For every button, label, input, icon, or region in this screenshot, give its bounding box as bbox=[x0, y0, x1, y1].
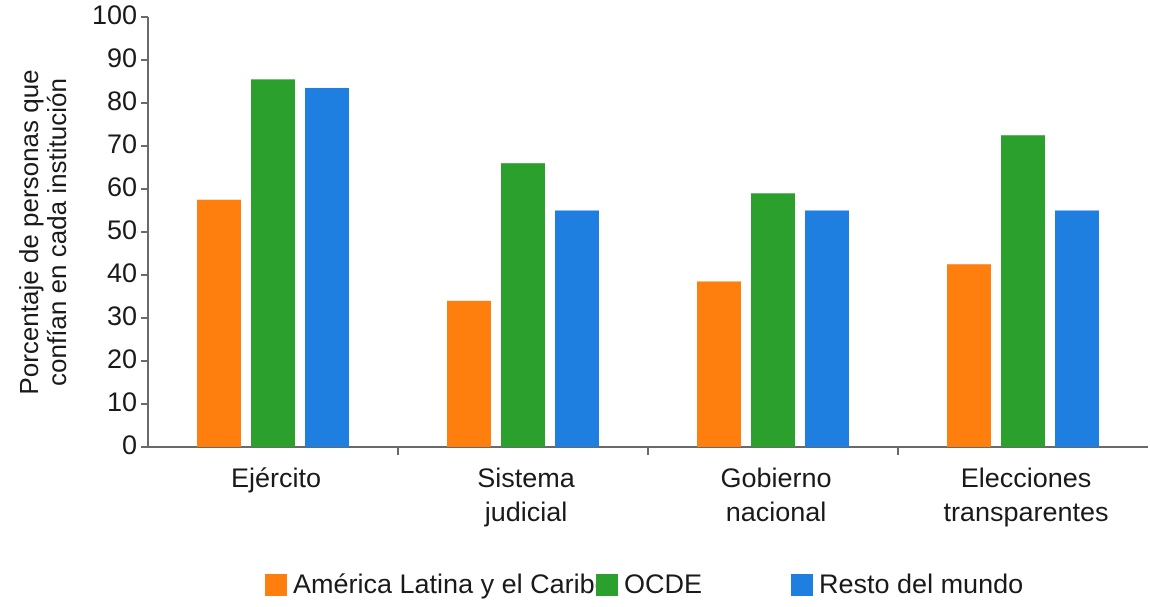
y-tick-label: 40 bbox=[107, 258, 137, 288]
x-category-label: Ejército bbox=[231, 463, 321, 493]
y-tick-label: 50 bbox=[107, 215, 137, 245]
y-tick-label: 0 bbox=[122, 430, 137, 460]
bar bbox=[501, 163, 545, 447]
legend-swatch bbox=[265, 574, 287, 596]
y-axis-title-line: Porcentaje de personas que bbox=[14, 69, 44, 394]
bar bbox=[805, 210, 849, 447]
x-category-label: Sistema bbox=[477, 463, 576, 493]
x-category-label: Elecciones bbox=[961, 463, 1092, 493]
x-category-label: transparentes bbox=[943, 497, 1108, 527]
bar bbox=[947, 264, 991, 447]
bar bbox=[251, 79, 295, 447]
bars bbox=[197, 79, 1099, 447]
bar bbox=[1001, 135, 1045, 447]
y-axis: 0 10 20 30 40 50 60 70 80 90 100 bbox=[92, 0, 149, 460]
bar bbox=[751, 193, 795, 447]
x-category-label: judicial bbox=[484, 497, 568, 527]
bar bbox=[197, 199, 241, 447]
y-axis-title-line: confían en cada institución bbox=[42, 78, 72, 386]
bar bbox=[305, 87, 349, 447]
y-tick-label: 70 bbox=[107, 129, 137, 159]
legend-swatch bbox=[791, 574, 813, 596]
y-tick-label: 60 bbox=[107, 172, 137, 202]
x-category-label: Gobierno bbox=[720, 463, 831, 493]
y-tick-label: 10 bbox=[107, 387, 137, 417]
y-tick-label: 20 bbox=[107, 344, 137, 374]
legend-label: OCDE bbox=[624, 569, 702, 599]
y-tick-label: 100 bbox=[92, 0, 137, 30]
bar bbox=[1055, 210, 1099, 447]
bar bbox=[447, 300, 491, 447]
x-category-label: nacional bbox=[726, 497, 827, 527]
legend: América Latina y el Caribe OCDE Resto del … bbox=[265, 569, 1023, 599]
legend-swatch bbox=[596, 574, 618, 596]
bar bbox=[697, 281, 741, 447]
x-axis: Ejército Sistema judicial Gobierno nacional E… bbox=[148, 446, 1148, 527]
y-tick-label: 30 bbox=[107, 301, 137, 331]
y-tick-label: 90 bbox=[107, 43, 137, 73]
bar bbox=[555, 210, 599, 447]
y-tick-label: 80 bbox=[107, 86, 137, 116]
legend-label: América Latina y el Caribe bbox=[293, 569, 610, 599]
legend-label: Resto del mundo bbox=[819, 569, 1023, 599]
